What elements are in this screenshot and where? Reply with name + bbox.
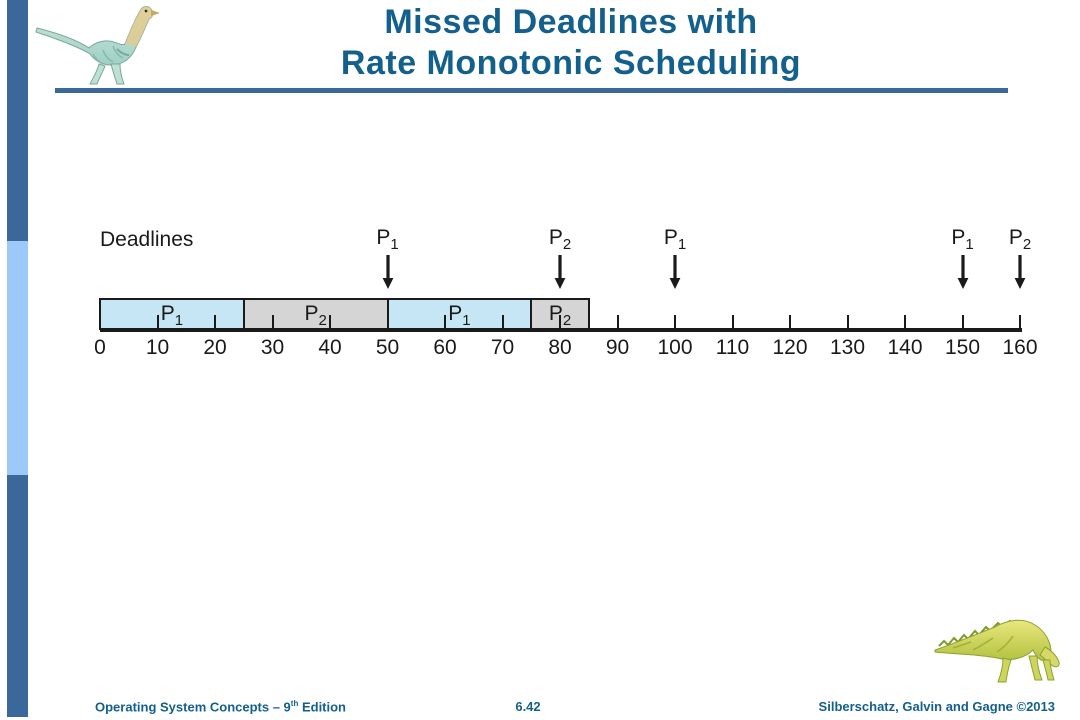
footer-edition-superscript: th bbox=[290, 699, 299, 708]
axis-tick bbox=[214, 315, 216, 328]
axis-tick bbox=[271, 315, 274, 328]
axis-tick-label: 40 bbox=[318, 336, 342, 359]
deadline-arrow-label-P1: P1 bbox=[663, 226, 687, 254]
deadline-arrow-P2 bbox=[552, 255, 568, 290]
axis-tick-label: 90 bbox=[605, 336, 630, 359]
title-divider-rule bbox=[55, 88, 1008, 93]
timeline-axis bbox=[100, 328, 1022, 332]
axis-tick-label: 10 bbox=[145, 336, 170, 359]
axis-tick-label: 80 bbox=[548, 336, 572, 359]
accent-bar-bottom bbox=[7, 475, 28, 717]
axis-tick-label: 70 bbox=[490, 336, 515, 359]
axis-tick bbox=[501, 315, 504, 328]
gantt-segment-label: P2 bbox=[304, 302, 327, 330]
deadline-arrow-label-P1: P1 bbox=[951, 226, 974, 254]
footer-authors: Silberschatz, Galvin and Gagne ©2013 bbox=[818, 699, 1055, 714]
axis-tick-label: 20 bbox=[203, 336, 227, 359]
deadline-arrow-P1 bbox=[380, 255, 396, 290]
axis-tick-label: 150 bbox=[944, 336, 981, 359]
axis-tick bbox=[1019, 315, 1021, 328]
deadline-arrow-label-P2: P2 bbox=[548, 226, 572, 254]
axis-tick bbox=[789, 315, 791, 328]
footer-edition-text: Edition bbox=[298, 699, 347, 715]
gantt-segment-P1 bbox=[387, 300, 532, 328]
axis-tick bbox=[904, 315, 906, 328]
axis-tick-label: 0 bbox=[94, 336, 106, 359]
axis-tick-label: 30 bbox=[260, 336, 285, 359]
deadline-arrow-P1 bbox=[955, 255, 971, 290]
footer-slide-number: 6.42 bbox=[515, 699, 541, 714]
gantt-boundary-line bbox=[386, 298, 389, 330]
axis-tick bbox=[559, 315, 561, 328]
axis-tick bbox=[616, 315, 619, 328]
footer-book-title: Operating System Concepts – 9th Edition bbox=[95, 699, 346, 714]
dinosaur-logo-bottom-icon bbox=[934, 619, 1060, 683]
axis-tick-label: 110 bbox=[715, 336, 750, 359]
left-accent-bar bbox=[7, 0, 28, 717]
axis-tick bbox=[846, 315, 849, 328]
axis-tick-label: 130 bbox=[829, 336, 866, 359]
axis-tick-label: 160 bbox=[1002, 336, 1038, 359]
footer-book-title-text: Operating System Concepts – 9 bbox=[95, 699, 291, 715]
gantt-segment-P2 bbox=[243, 300, 388, 328]
deadline-arrow-P1 bbox=[667, 255, 683, 290]
axis-tick bbox=[156, 315, 159, 328]
gantt-segment-label: P1 bbox=[160, 302, 184, 330]
axis-tick-label: 100 bbox=[657, 336, 693, 359]
axis-tick bbox=[444, 315, 446, 328]
deadlines-label: Deadlines bbox=[100, 228, 194, 251]
dinosaur-logo-top-icon bbox=[35, 6, 160, 85]
slide-title-line1: Missed Deadlines with bbox=[384, 3, 758, 41]
gantt-boundary-line bbox=[99, 298, 101, 330]
deadline-arrow-P2 bbox=[1012, 255, 1028, 290]
accent-bar-middle bbox=[7, 241, 28, 475]
gantt-segment-label: P1 bbox=[448, 302, 471, 330]
axis-tick-label: 140 bbox=[887, 336, 923, 359]
axis-tick-label: 50 bbox=[375, 336, 400, 359]
axis-tick bbox=[961, 315, 964, 328]
axis-tick bbox=[329, 315, 331, 328]
deadline-arrow-label-P2: P2 bbox=[1008, 226, 1032, 254]
gantt-top-border bbox=[100, 298, 589, 300]
gantt-boundary-line bbox=[242, 298, 245, 330]
accent-bar-top bbox=[7, 0, 28, 241]
slide-title: Missed Deadlines with Rate Monotonic Sch… bbox=[181, 2, 961, 84]
axis-tick bbox=[731, 315, 734, 328]
gantt-boundary-line bbox=[530, 298, 533, 330]
axis-tick-label: 60 bbox=[433, 336, 457, 359]
deadline-arrow-label-P1: P1 bbox=[376, 226, 399, 254]
gantt-segment-P1 bbox=[100, 300, 244, 328]
slide-title-line2: Rate Monotonic Scheduling bbox=[340, 44, 802, 82]
axis-tick bbox=[674, 315, 676, 328]
axis-tick-label: 120 bbox=[772, 336, 808, 359]
gantt-boundary-line bbox=[587, 298, 590, 330]
